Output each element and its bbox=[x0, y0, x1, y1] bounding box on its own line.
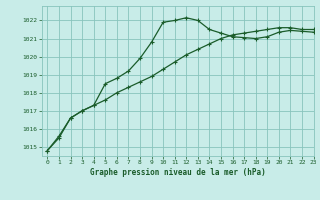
X-axis label: Graphe pression niveau de la mer (hPa): Graphe pression niveau de la mer (hPa) bbox=[90, 168, 266, 177]
